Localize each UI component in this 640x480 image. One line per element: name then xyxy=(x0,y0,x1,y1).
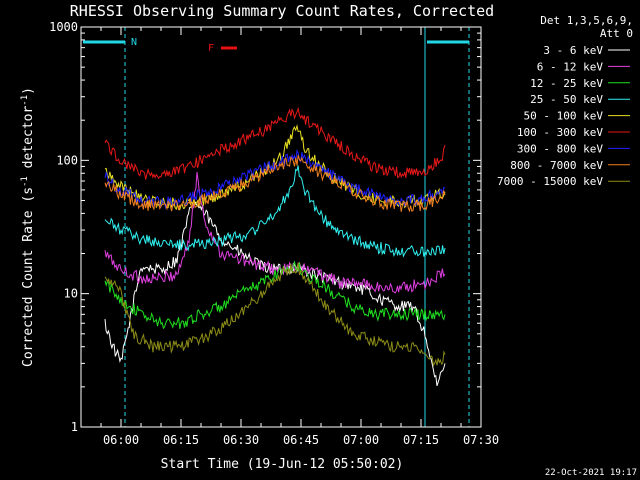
chart-title: RHESSI Observing Summary Count Rates, Co… xyxy=(70,2,494,20)
series-line-100-300-kev xyxy=(104,106,446,180)
series-line-25-50-kev xyxy=(104,165,446,258)
x-tick-label: 06:15 xyxy=(163,433,199,447)
y-axis-label-superscript: -1 xyxy=(20,176,30,187)
flare-flag-label: F xyxy=(208,43,214,54)
legend-label: 12 - 25 keV xyxy=(530,77,603,90)
axes: 1 10 100 1000 06:00 06:15 06:30 06:45 07:00 07:15… xyxy=(49,20,499,447)
legend-label: 3 - 6 keV xyxy=(543,44,603,57)
series-line-7000-15000-kev xyxy=(104,262,446,368)
y-axis-label-part: detector xyxy=(21,106,36,177)
legend-header: Det 1,3,5,6,9, xyxy=(540,14,633,27)
flag-bars: NF xyxy=(83,37,469,54)
legend: Det 1,3,5,6,9,Att 0 3 - 6 keV 6 - 12 keV 12… xyxy=(497,14,633,188)
y-axis-label-part: Corrected Count Rate (s xyxy=(21,187,36,367)
y-axis-label: Corrected Count Rate (s-1 detector-1) xyxy=(20,87,36,367)
y-tick-label: 1 xyxy=(71,420,78,434)
x-tick-label: 06:45 xyxy=(283,433,319,447)
legend-label: 100 - 300 keV xyxy=(517,126,603,139)
legend-label: 800 - 7000 keV xyxy=(510,159,603,172)
night-flag-label: N xyxy=(131,37,137,48)
y-axis-label-superscript: -1 xyxy=(20,95,30,106)
y-axis-label-part: ) xyxy=(21,87,36,95)
series-lines xyxy=(104,106,446,387)
series-line-3-6-kev xyxy=(104,199,446,387)
series-line-800-7000-kev xyxy=(104,154,446,213)
legend-label: 7000 - 15000 keV xyxy=(497,175,603,188)
legend-label: 25 - 50 keV xyxy=(530,93,603,106)
x-axis-label: Start Time (19-Jun-12 05:50:02) xyxy=(161,457,404,472)
y-tick-label: 100 xyxy=(56,153,78,167)
series-line-6-12-kev xyxy=(104,172,446,294)
x-tick-label: 06:00 xyxy=(103,433,139,447)
plot-timestamp: 22-Oct-2021 19:17 xyxy=(545,468,637,478)
x-tick-label: 07:00 xyxy=(343,433,379,447)
series-line-300-800-kev xyxy=(104,148,446,210)
legend-label: 6 - 12 keV xyxy=(537,60,604,73)
legend-label: 300 - 800 keV xyxy=(517,142,603,155)
x-tick-label: 06:30 xyxy=(223,433,259,447)
y-tick-label: 10 xyxy=(64,287,78,301)
x-tick-label: 07:15 xyxy=(403,433,439,447)
y-tick-label: 1000 xyxy=(49,20,78,34)
legend-label: 50 - 100 keV xyxy=(524,110,604,123)
x-tick-label: 07:30 xyxy=(463,433,499,447)
legend-header: Att 0 xyxy=(600,27,633,40)
